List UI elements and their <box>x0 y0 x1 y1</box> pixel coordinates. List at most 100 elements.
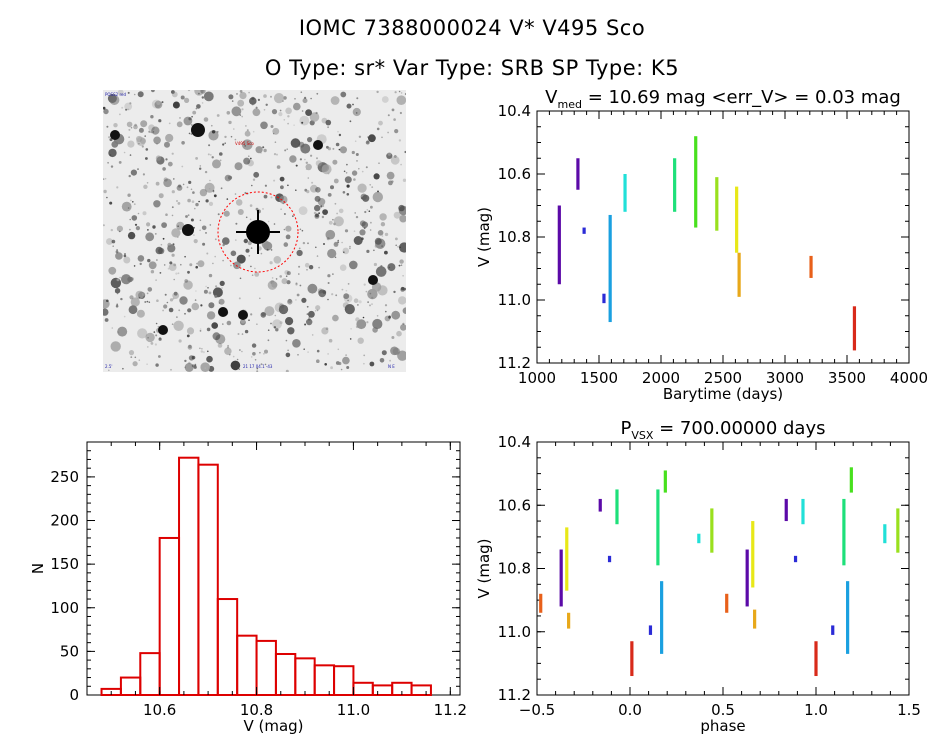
phased-data-point <box>598 498 602 512</box>
lightcurve-xtick-label: 3500 <box>828 369 866 387</box>
phased-ytick-label: 10.4 <box>498 433 531 451</box>
phased-data-point <box>793 555 798 563</box>
phased-ylabel: V (mag) <box>475 538 493 598</box>
histogram-bar <box>100 687 122 697</box>
lightcurve-data-point <box>737 252 741 297</box>
phased-data-point <box>745 549 749 607</box>
phased-ytick-label: 10.6 <box>498 496 531 514</box>
histogram-xtick-label: 11.0 <box>337 701 370 719</box>
histogram-bar <box>313 664 336 697</box>
image-bottom-left-label: 2.5' <box>105 364 112 369</box>
phased-data-point <box>751 521 755 588</box>
phased-data-point <box>801 498 805 525</box>
lightcurve-data-point <box>715 177 719 231</box>
histogram-xtick-label: 10.8 <box>240 701 273 719</box>
lightcurve-xtick-label: 2000 <box>642 369 680 387</box>
phased-data-point <box>648 625 653 635</box>
target-circle-icon <box>217 191 299 273</box>
phased-frame <box>536 441 910 696</box>
histogram-xtick-label: 10.6 <box>143 701 176 719</box>
histogram-bar <box>352 681 374 696</box>
histogram-ylabel: N <box>29 563 47 574</box>
histogram-xlabel: V (mag) <box>243 717 303 735</box>
image-bottom-right-label: N E <box>388 364 395 369</box>
histogram-bar <box>294 657 316 697</box>
image-top-center-label: V495 Sco <box>235 141 254 146</box>
phased-data-point <box>663 470 667 493</box>
lightcurve-xlabel: Barytime (days) <box>663 385 783 403</box>
phased-data-point <box>607 555 612 563</box>
lightcurve-data-point <box>602 293 606 304</box>
histogram-bar <box>333 665 355 696</box>
histogram-bar <box>139 652 161 697</box>
star-type-subtitle: O Type: sr* Var Type: SRB SP Type: K5 <box>264 56 680 80</box>
lightcurve-data-point <box>673 158 677 212</box>
phased-data-point <box>660 581 664 654</box>
phased-data-point <box>849 467 853 493</box>
lightcurve-ytick-label: 10.6 <box>498 165 531 183</box>
histogram-xtick-label: 11.2 <box>434 701 467 719</box>
finder-image: POSS2 red V495 Sco 2.5' 21 17 04.1 -43 N… <box>103 90 406 372</box>
lightcurve-data-point <box>582 227 586 234</box>
lightcurve-ytick-label: 11.2 <box>498 354 531 372</box>
phased-data-point <box>784 498 788 522</box>
phased-data-point <box>710 508 714 553</box>
phased-data-point <box>565 527 569 591</box>
histogram-ytick-label: 200 <box>50 512 79 530</box>
histogram-bar <box>178 456 200 697</box>
lightcurve-data-point <box>809 255 813 278</box>
lightcurve-ytick-label: 11.0 <box>498 291 531 309</box>
phased-ytick-label: 10.8 <box>498 560 531 578</box>
phased-xlabel: phase <box>700 717 745 735</box>
lightcurve-xtick-label: 1500 <box>580 369 618 387</box>
phased-data-point <box>896 508 900 553</box>
phased-ytick-label: 11.0 <box>498 623 531 641</box>
lightcurve-data-point <box>852 306 857 351</box>
histogram-frame <box>86 441 461 696</box>
phased-data-point <box>539 593 543 613</box>
phased-data-point <box>697 533 701 544</box>
phased-data-point <box>831 625 835 635</box>
phased-data-point <box>559 549 563 607</box>
histogram-bar <box>197 463 219 697</box>
phased-data-point <box>814 641 818 677</box>
histogram-bar <box>216 598 239 696</box>
lightcurve-data-point <box>576 158 580 190</box>
lightcurve-data-point <box>735 186 739 253</box>
lightcurve-title: Vmed = 10.69 mag <err_V> = 0.03 mag <box>545 87 901 111</box>
histogram-ytick-label: 50 <box>60 642 79 660</box>
phased-data-point <box>615 489 619 525</box>
phased-data-point <box>842 498 846 566</box>
phased-xtick-label: 1.0 <box>804 701 828 719</box>
histogram-bar <box>391 681 413 696</box>
lightcurve-ytick-label: 10.4 <box>498 102 531 120</box>
histogram-ytick-label: 100 <box>50 599 79 617</box>
phased-xtick-label: 1.5 <box>897 701 921 719</box>
phased-data-point <box>846 581 850 654</box>
histogram-bar <box>274 652 297 697</box>
phased-xtick-label: 0.5 <box>711 701 735 719</box>
image-top-left-label: POSS2 red <box>105 92 126 97</box>
histogram-ytick-label: 250 <box>50 468 79 486</box>
lightcurve-xtick-label: 3000 <box>766 369 804 387</box>
phased-data-point <box>630 641 634 677</box>
histogram-ytick-label: 0 <box>69 686 79 704</box>
phased-data-point <box>725 593 729 613</box>
histogram-bar <box>371 684 394 696</box>
phased-data-point <box>883 524 887 544</box>
lightcurve-xtick-label: 2500 <box>704 369 742 387</box>
lightcurve-data-point <box>608 214 612 323</box>
lightcurve-data-point <box>557 205 561 285</box>
star-field-image-icon: POSS2 red V495 Sco 2.5' 21 17 04.1 -43 N… <box>103 90 406 372</box>
phased-data-point <box>753 609 757 629</box>
lightcurve-frame <box>536 110 910 364</box>
lightcurve-ytick-label: 10.8 <box>498 228 531 246</box>
lightcurve-xtick-label: 1000 <box>518 369 556 387</box>
histogram-bar <box>158 536 181 696</box>
lightcurve-xtick-label: 4000 <box>890 369 928 387</box>
histogram-bar <box>410 684 432 696</box>
phased-xtick-label: −0.5 <box>519 701 555 719</box>
histogram-ytick-label: 150 <box>50 555 79 573</box>
lightcurve-ylabel: V (mag) <box>475 207 493 267</box>
phased-title: PVSX = 700.00000 days <box>621 418 826 442</box>
